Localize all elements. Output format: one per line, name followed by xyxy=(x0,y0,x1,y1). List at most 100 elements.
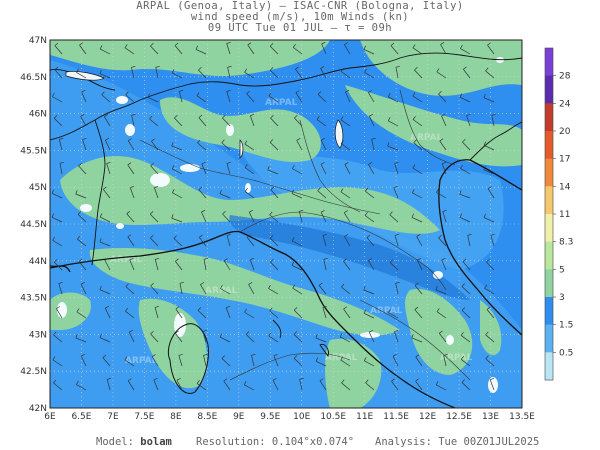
italian-coast-west xyxy=(50,230,456,408)
wind-barb xyxy=(387,142,399,151)
wind-barb xyxy=(339,333,351,343)
wind-barb xyxy=(291,189,303,199)
wind-barb xyxy=(102,186,111,199)
wind-barb xyxy=(58,138,64,151)
wind-barb xyxy=(150,235,159,247)
wind-barb xyxy=(203,258,208,271)
legend-tick-label: 5 xyxy=(559,265,565,275)
wind-barb xyxy=(368,330,375,343)
wind-barb xyxy=(171,165,183,175)
wind-barb xyxy=(125,307,135,319)
wind-barb xyxy=(461,307,471,319)
lon-tick-label: 7E xyxy=(107,412,119,422)
wind-barb xyxy=(82,137,87,151)
legend-tick-label: 20 xyxy=(559,127,571,137)
legend-tick-label: 8.3 xyxy=(559,238,573,248)
wind-barb xyxy=(491,114,496,127)
wind-barb xyxy=(412,116,423,127)
wind-barb xyxy=(104,306,111,319)
legend-color-segment xyxy=(545,48,553,77)
wind-barb xyxy=(344,234,351,247)
legend-color-segment xyxy=(545,75,553,104)
wind-barb xyxy=(341,379,351,391)
wind-barb xyxy=(78,162,87,175)
watermark-text: ARPAL xyxy=(265,98,298,108)
wind-barb xyxy=(317,91,327,103)
wind-barb xyxy=(340,116,351,127)
wind-barb xyxy=(394,233,399,247)
wind-barb xyxy=(131,114,136,127)
wind-barb xyxy=(269,307,279,319)
lake-maggiore xyxy=(239,139,244,159)
france-italy-border xyxy=(91,119,106,266)
wind-barb xyxy=(438,330,447,343)
wind-barb xyxy=(129,185,135,199)
speed-band-green-corsica xyxy=(138,298,207,389)
wind-barb xyxy=(345,90,351,103)
slovenia-border xyxy=(469,121,522,161)
lon-tick-label: 9.5E xyxy=(260,412,280,422)
wind-barb xyxy=(436,68,447,79)
lon-tick-label: 8.5E xyxy=(197,412,217,422)
lakes xyxy=(65,71,344,159)
wind-barb xyxy=(292,164,303,175)
wind-barb xyxy=(175,258,183,271)
wind-barb xyxy=(171,142,183,151)
wind-barb xyxy=(295,66,303,79)
wind-barb xyxy=(53,379,63,391)
longitude-labels: 6E 6.5E 7E 7.5E 8E 8.5E 9E 9.5E 10E 10.5E 11E 11.5E… xyxy=(44,412,535,422)
wind-barb xyxy=(54,66,63,79)
lon-tick-label: 9E xyxy=(233,412,245,422)
wind-barb xyxy=(439,138,447,151)
speed-band-green-tyrrhenian xyxy=(325,338,382,408)
wind-barb xyxy=(249,257,255,271)
legend-tick-label: 28 xyxy=(559,72,571,82)
wind-barb xyxy=(442,209,447,223)
legend-color-segment xyxy=(545,214,553,243)
lon-tick-label: 11E xyxy=(356,412,373,422)
wind-barb xyxy=(364,212,375,223)
wind-barb xyxy=(244,68,255,79)
wind-barb xyxy=(99,238,111,247)
wind-barb xyxy=(127,234,135,247)
lat-tick-label: 47N xyxy=(29,36,47,46)
wind-barb xyxy=(395,282,400,295)
wind-barb xyxy=(441,257,447,271)
legend-color-segment xyxy=(545,103,553,132)
wind-barb xyxy=(466,113,471,127)
wind-barb xyxy=(317,187,327,199)
wind-barb xyxy=(173,235,183,247)
wind-barb xyxy=(78,258,87,271)
wind-barb xyxy=(371,138,376,151)
wind-barb xyxy=(293,307,303,319)
wind-barb xyxy=(394,161,399,175)
wind-barb xyxy=(267,166,279,175)
wind-barb xyxy=(247,42,255,55)
wind-barb xyxy=(323,258,328,271)
wind-barb xyxy=(244,140,255,151)
wind-barb xyxy=(483,166,495,175)
wind-field: ARPAL ARPAL ARPAL ARPAL ARPAL ARPAL ARPA… xyxy=(50,40,522,408)
wind-barb xyxy=(340,140,351,151)
wind-barb xyxy=(412,92,423,103)
legend-color-segment xyxy=(545,241,553,270)
legend-tick-label: 11 xyxy=(559,210,570,220)
wind-barb xyxy=(179,282,184,295)
wind-barb xyxy=(388,308,399,319)
wind-barb xyxy=(318,282,327,295)
wind-barb xyxy=(80,114,87,127)
wind-barb xyxy=(443,354,448,367)
legend-color-segment xyxy=(545,269,553,298)
legend-color-segment xyxy=(545,158,553,187)
wind-barb xyxy=(316,116,327,127)
wind-barb xyxy=(77,235,87,247)
wind-barb xyxy=(390,42,399,55)
wind-barb xyxy=(293,355,303,367)
speed-band-green-ligurian xyxy=(89,247,400,336)
wind-barb xyxy=(440,42,447,55)
wind-barb xyxy=(484,284,495,295)
wind-barb xyxy=(246,90,255,103)
wind-barb xyxy=(293,331,303,343)
wind-barb xyxy=(245,331,255,343)
